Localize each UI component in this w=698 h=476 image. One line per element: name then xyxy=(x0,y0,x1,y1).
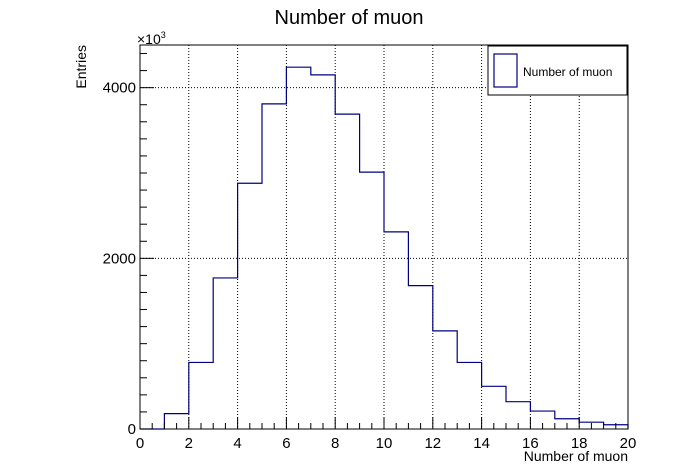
grid-lines xyxy=(140,45,628,429)
x-tick-label: 16 xyxy=(522,435,539,452)
x-tick-label: 10 xyxy=(376,435,393,452)
x-tick-label: 0 xyxy=(136,435,144,452)
y-axis-title: Entries xyxy=(73,45,89,89)
x-tick-label: 18 xyxy=(571,435,588,452)
y-multiplier-exponent: 3 xyxy=(161,30,166,40)
histogram-line xyxy=(140,66,629,430)
x-tick-label: 4 xyxy=(233,435,241,452)
legend-swatch xyxy=(493,53,518,88)
legend: Number of muon xyxy=(487,45,628,96)
x-tick-label: 20 xyxy=(620,435,637,452)
y-tick-label: 0 xyxy=(128,421,136,438)
x-tick-label: 6 xyxy=(282,435,290,452)
x-axis-title: Number of muon xyxy=(524,448,628,464)
x-axis: 0 2 4 6 8 10 12 14 16 18 20 xyxy=(136,417,637,452)
y-tick-label: 4000 xyxy=(103,80,136,97)
legend-label: Number of muon xyxy=(523,65,612,79)
x-tick-label: 2 xyxy=(185,435,193,452)
y-axis: 0 2000 4000 xyxy=(103,53,154,438)
chart-title: Number of muon xyxy=(275,7,424,29)
y-multiplier: ×103 xyxy=(137,30,166,47)
x-tick-label: 8 xyxy=(331,435,339,452)
y-tick-label: 2000 xyxy=(103,250,136,267)
x-tick-label: 12 xyxy=(424,435,441,452)
x-tick-label: 14 xyxy=(473,435,490,452)
